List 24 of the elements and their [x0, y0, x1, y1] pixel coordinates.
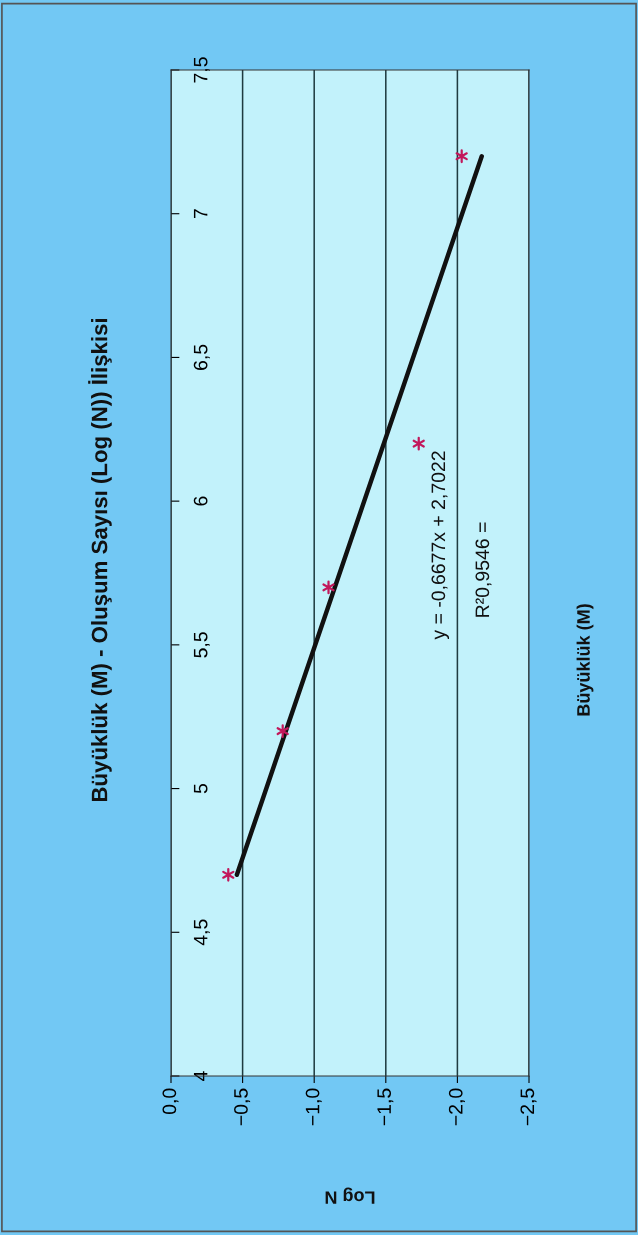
- y-tick-label: 7: [193, 209, 208, 219]
- x-tick-label: −1,5: [377, 1088, 394, 1126]
- y-tick-label: 7,5: [193, 57, 210, 83]
- x-tick-label: −1,0: [305, 1088, 322, 1126]
- point: [322, 580, 335, 595]
- point: [276, 724, 289, 739]
- x-tick-label: −2,0: [448, 1088, 465, 1126]
- y-tick-label: 6: [193, 496, 208, 506]
- point: [222, 867, 235, 882]
- text: Büyüklük (M) - Oluşum Sayısı (Log (N)) İlişkisi: [88, 318, 112, 802]
- x-tick-label: 0,0: [162, 1088, 179, 1115]
- y-tick-label: 4: [193, 1071, 208, 1081]
- y-axis-title: Büyüklük (M): [576, 604, 594, 716]
- y-tick-label: 4,5: [193, 919, 210, 946]
- y-tick-label: 5: [193, 783, 208, 794]
- annotation: R²0,9546 =: [475, 522, 492, 617]
- annotation: y = -0,6677x + 2,7022: [431, 451, 450, 640]
- x-tick-label: −0,5: [234, 1088, 251, 1126]
- y-tick-label: 5,5: [193, 632, 210, 658]
- y-tick-label: 6,5: [193, 344, 210, 370]
- point: [412, 436, 425, 451]
- x-axis-title: Log N: [325, 1187, 375, 1204]
- x-tick-label: −2,5: [520, 1088, 537, 1126]
- point: [455, 149, 468, 164]
